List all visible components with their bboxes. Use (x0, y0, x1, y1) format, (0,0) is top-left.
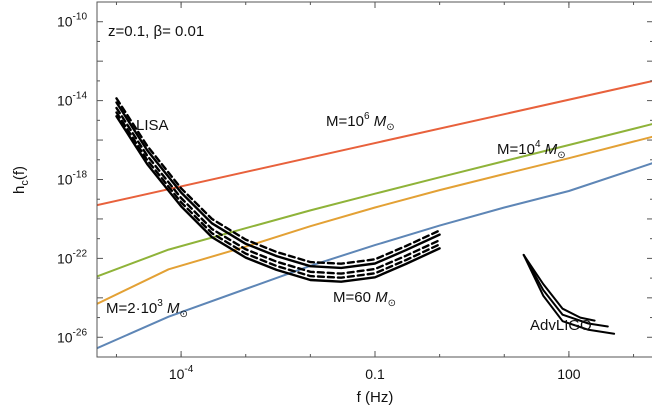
label-m1e6-unit-text: M (374, 113, 387, 130)
label-m1e6-sub: ⊙ (386, 122, 394, 133)
y-tick-label-exp: -26 (73, 327, 88, 338)
y-tick-label-4: 10-26 (57, 327, 87, 345)
series-line-lisa-dashed-2 (115, 111, 441, 279)
label-m2e3: M=2·103 M⊙ (106, 298, 188, 320)
label-m1e4-base: M=10 (497, 141, 535, 158)
y-tick-label-exp: -22 (73, 248, 88, 259)
label-m60-unit: M (375, 289, 388, 306)
y-tick-label-0: 10-10 (57, 12, 87, 30)
y-tick-label-base: 10 (57, 93, 73, 109)
label-m60-base: M=60 (333, 289, 375, 306)
label-m2e3-base: M=2·10 (106, 300, 157, 317)
y-tick-label-2: 10-18 (57, 170, 87, 188)
label-m1e6-unit: M (370, 113, 387, 130)
label-m1e6-exp: 6 (364, 111, 370, 122)
x-axis-title: f (Hz) (357, 389, 394, 406)
annotation-advligo: AdvLIGO (530, 317, 592, 334)
series-line-advligo-1 (522, 253, 609, 328)
label-m2e3-exp: 3 (157, 298, 163, 309)
series-line-lisa-dashed-1 (115, 106, 441, 275)
curves-layer (97, 80, 652, 350)
series-line-m-60-m-sun-0 (97, 162, 652, 350)
label-m1e4-exp: 4 (535, 139, 541, 150)
y-tick-label-1: 10-14 (57, 91, 87, 109)
y-tick-label-base: 10 (57, 14, 73, 30)
label-m2e3-sub: ⊙ (180, 309, 188, 320)
series-line-advligo-0 (522, 253, 596, 322)
x-tick-label-exp: -4 (184, 364, 193, 375)
y-tick-label-3: 10-22 (57, 248, 87, 266)
label-m1e4-unit-text: M (545, 141, 558, 158)
x-tick-label-0: 10-4 (169, 364, 194, 382)
y-axis-title: hc(f) (11, 166, 31, 194)
annotation-params: z=0.1, β= 0.01 (108, 23, 204, 40)
y-tick-label-exp: -14 (73, 91, 88, 102)
series-line-m-10-4-m-sun-0 (97, 123, 652, 278)
y-tick-label-exp: -18 (73, 170, 88, 181)
y-axis-title-h: h (11, 186, 28, 194)
x-tick-label-base: 10 (169, 366, 185, 382)
label-m60-sub: ⊙ (388, 298, 396, 309)
label-m1e4-sub: ⊙ (557, 150, 565, 161)
series-line-lisa-dashed-0 (115, 97, 441, 265)
series-line-advligo-2 (522, 253, 616, 335)
series-line-lisa-solid-0 (115, 101, 441, 270)
label-m60: M=60 M⊙ (333, 289, 396, 309)
y-tick-label-base: 10 (57, 250, 73, 266)
annotation-lisa: LISA (136, 117, 169, 134)
y-tick-label-exp: -10 (73, 12, 88, 23)
y-axis-title-f: (f) (11, 166, 28, 180)
label-m1e6: M=106 M⊙ (326, 111, 395, 133)
label-m1e4: M=104 M⊙ (497, 139, 566, 161)
label-m2e3-unit-text: M (167, 300, 180, 317)
label-m2e3-unit: M (163, 300, 180, 317)
label-m1e6-base: M=10 (326, 113, 364, 130)
series-line-m-10-6-m-sun-0 (97, 80, 652, 207)
series-line-lisa-solid-1 (115, 115, 441, 283)
y-axis-title-sub: c (19, 180, 31, 186)
y-tick-label-base: 10 (57, 172, 73, 188)
x-tick-label-1: 0.1 (365, 366, 385, 382)
y-tick-label-base: 10 (57, 329, 73, 345)
x-tick-label-2: 100 (557, 366, 581, 382)
series-line-m-2-10-3-m-sun-0 (97, 135, 652, 305)
label-m1e4-unit: M (541, 141, 558, 158)
